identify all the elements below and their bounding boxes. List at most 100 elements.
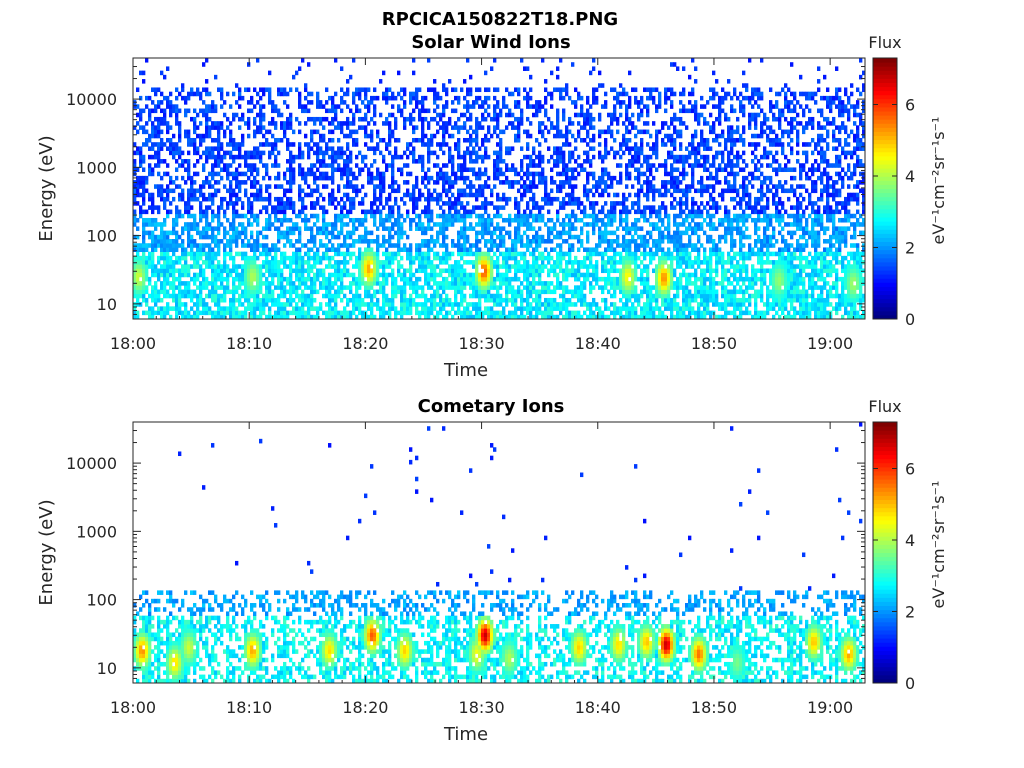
heatmap-cell: [256, 167, 260, 173]
heatmap-cell: [607, 217, 611, 223]
heatmap-cell: [550, 230, 554, 236]
heatmap-cell: [553, 234, 557, 240]
heatmap-cell: [211, 163, 215, 168]
heatmap-cell: [568, 226, 572, 231]
heatmap-cell: [169, 150, 173, 156]
heatmap-cell: [181, 281, 185, 286]
heatmap-cell: [547, 192, 551, 198]
heatmap-cell: [532, 171, 536, 177]
heatmap-cell: [565, 125, 569, 130]
heatmap-cell: [163, 281, 167, 286]
heatmap-cell: [193, 255, 197, 261]
heatmap-cell: [481, 104, 485, 109]
heatmap-cell: [544, 192, 548, 198]
heatmap-cell: [418, 226, 422, 231]
heatmap-cell: [433, 91, 437, 97]
heatmap-cell: [136, 247, 140, 252]
heatmap-cell: [493, 112, 497, 118]
heatmap-cell: [412, 281, 416, 286]
heatmap-cell: [241, 314, 245, 320]
heatmap-cell: [493, 167, 497, 173]
heatmap-cell: [310, 285, 314, 290]
heatmap-cell: [520, 58, 524, 63]
heatmap-cell: [298, 213, 302, 219]
heatmap-cell: [463, 192, 467, 198]
heatmap-cell: [448, 201, 452, 206]
heatmap-cell: [562, 289, 566, 295]
heatmap-cell: [379, 217, 383, 223]
heatmap-cell: [421, 289, 425, 295]
heatmap-cell: [427, 121, 431, 126]
heatmap-cell: [535, 272, 539, 278]
heatmap-cell: [457, 234, 461, 240]
heatmap-cell: [268, 70, 272, 76]
heatmap-cell: [442, 268, 446, 274]
heatmap-cell: [541, 289, 545, 295]
heatmap-cell: [274, 314, 278, 320]
heatmap-cell: [544, 285, 548, 290]
heatmap-cell: [454, 175, 458, 181]
heatmap-cell: [250, 209, 254, 215]
heatmap-cell: [181, 196, 185, 202]
heatmap-cell: [571, 310, 575, 316]
heatmap-cell: [583, 159, 587, 164]
heatmap-cell: [583, 281, 587, 286]
heatmap-cell: [481, 137, 485, 143]
heatmap-cell: [556, 196, 560, 202]
heatmap-cell: [481, 159, 485, 164]
heatmap-cell: [358, 276, 362, 282]
heatmap-cell: [496, 213, 500, 219]
heatmap-cell: [307, 239, 311, 244]
heatmap-cell: [568, 243, 572, 248]
heatmap-cell: [412, 188, 416, 194]
heatmap-cell: [535, 112, 539, 118]
heatmap-cell: [493, 281, 497, 286]
heatmap-cell: [388, 297, 392, 303]
heatmap-cell: [358, 297, 362, 303]
heatmap-cell: [514, 116, 518, 122]
heatmap-cell: [610, 116, 614, 122]
heatmap-cell: [499, 167, 503, 173]
heatmap-cell: [301, 154, 305, 160]
heatmap-cell: [391, 159, 395, 164]
heatmap-cell: [337, 167, 341, 173]
heatmap-cell: [499, 251, 503, 257]
heatmap-cell: [325, 264, 329, 269]
heatmap-cell: [388, 272, 392, 278]
heatmap-cell: [154, 91, 158, 97]
heatmap-cell: [388, 209, 392, 215]
heatmap-cell: [424, 281, 428, 286]
heatmap-cell: [544, 184, 548, 189]
heatmap-cell: [523, 95, 527, 101]
heatmap-cell: [295, 293, 299, 299]
heatmap-cell: [592, 133, 596, 139]
heatmap-cell: [154, 150, 158, 156]
heatmap-cell: [325, 116, 329, 122]
heatmap-cell: [520, 281, 524, 286]
heatmap-cell: [424, 306, 428, 311]
heatmap-cell: [490, 293, 494, 299]
heatmap-cell: [400, 293, 404, 299]
heatmap-cell: [226, 171, 230, 177]
heatmap-cell: [391, 302, 395, 307]
heatmap-cell: [379, 79, 383, 84]
heatmap-cell: [592, 314, 596, 320]
heatmap-cell: [244, 289, 248, 295]
heatmap-cell: [463, 137, 467, 143]
heatmap-cell: [418, 264, 422, 269]
heatmap-cell: [553, 146, 557, 151]
heatmap-cell: [472, 150, 476, 156]
heatmap-cell: [448, 175, 452, 181]
heatmap-cell: [559, 95, 563, 101]
heatmap-cell: [538, 268, 542, 274]
heatmap-cell: [598, 306, 602, 311]
heatmap-cell: [328, 239, 332, 244]
heatmap-cell: [220, 239, 224, 244]
heatmap-cell: [328, 314, 332, 320]
heatmap-cell: [553, 247, 557, 252]
heatmap-cell: [520, 175, 524, 181]
heatmap-cell: [415, 125, 419, 130]
heatmap-cell: [358, 268, 362, 274]
heatmap-cell: [169, 188, 173, 194]
heatmap-cell: [289, 255, 293, 261]
